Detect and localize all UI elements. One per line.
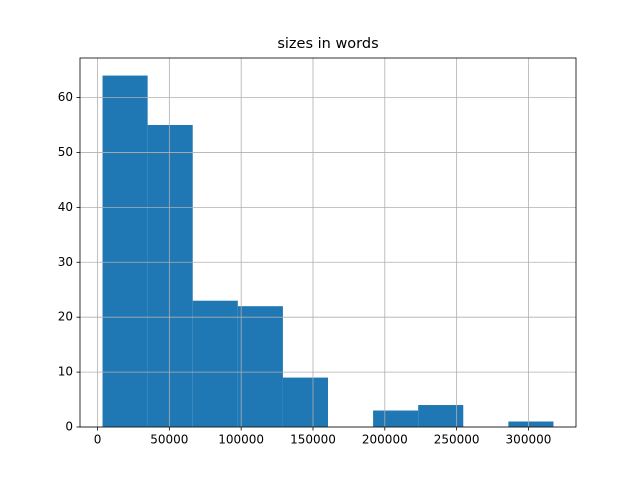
bar <box>102 75 148 428</box>
y-tick-label: 50 <box>58 145 73 159</box>
x-tick-label: 250000 <box>434 433 480 447</box>
bar <box>237 306 283 427</box>
bar <box>192 300 238 427</box>
chart-title: sizes in words <box>277 36 378 52</box>
x-tick-label: 0 <box>94 433 102 447</box>
x-tick-label: 100000 <box>218 433 264 447</box>
y-tick-label: 40 <box>58 200 73 214</box>
bar <box>147 124 193 427</box>
y-tick-label: 60 <box>58 90 73 104</box>
y-tick-label: 0 <box>65 420 73 434</box>
x-tick-label: 50000 <box>150 433 188 447</box>
plot-frame <box>79 57 577 428</box>
y-tick-label: 20 <box>58 310 73 324</box>
bar <box>508 421 554 427</box>
bar <box>282 377 328 427</box>
x-tick-label: 200000 <box>362 433 408 447</box>
x-tick-label: 150000 <box>290 433 336 447</box>
y-tick-label: 30 <box>58 255 73 269</box>
bar <box>373 410 419 427</box>
y-tick-label: 10 <box>58 365 73 379</box>
x-tick-label: 300000 <box>506 433 552 447</box>
bar <box>418 405 464 427</box>
